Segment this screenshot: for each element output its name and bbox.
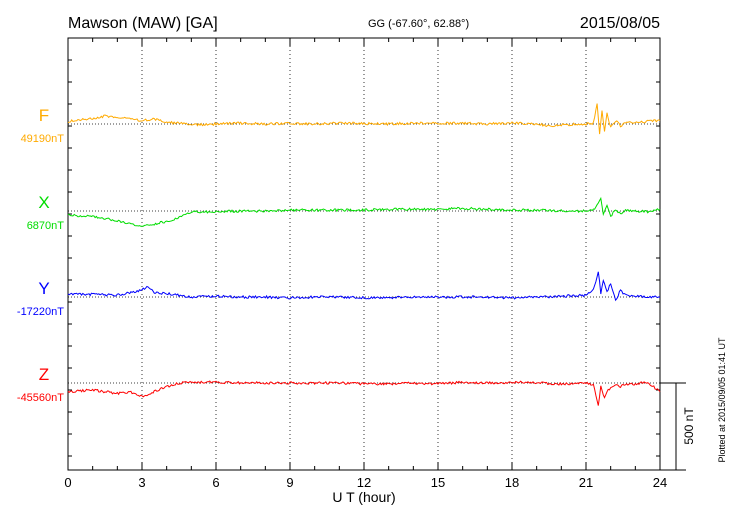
series-labels: F 49190nT X 6870nT Y -17220nT Z -45560nT [17,106,64,404]
series-group [67,103,661,406]
series-baseline-y: -17220nT [17,306,64,318]
series-line-x [67,196,661,227]
axis-ticks: 0 3 6 9 12 15 18 21 24 [64,38,667,490]
coords-label: GG (-67.60°, 62.88°) [368,18,469,30]
x-tick-label-12: 12 [357,475,371,490]
series-line-f [67,103,661,135]
series-line-z [67,380,661,406]
series-baseline-f: 49190nT [21,133,65,145]
x-tick-label-6: 6 [212,475,219,490]
x-tick-label-0: 0 [64,475,71,490]
series-line-y [67,271,661,302]
grid [141,38,587,470]
x-tick-label-18: 18 [505,475,519,490]
x-tick-label-15: 15 [431,475,445,490]
plotted-at-label: Plotted at 2015/09/05 01:41 UT [717,337,727,463]
scale-bar: 500 nT [660,382,696,471]
series-name-f: F [39,106,49,125]
station-title: Mawson (MAW) [GA] [68,15,218,32]
date-label: 2015/08/05 [580,15,660,32]
x-tick-label-24: 24 [653,475,667,490]
series-name-y: Y [38,279,49,298]
x-tick-label-9: 9 [286,475,293,490]
x-tick-label-21: 21 [579,475,593,490]
series-name-x: X [38,193,49,212]
scale-bar-label: 500 nT [682,407,696,445]
series-baseline-z: -45560nT [17,392,64,404]
x-axis-label: U T (hour) [332,489,395,505]
series-name-z: Z [39,365,49,384]
series-baseline-x: 6870nT [27,220,65,232]
x-tick-label-3: 3 [138,475,145,490]
